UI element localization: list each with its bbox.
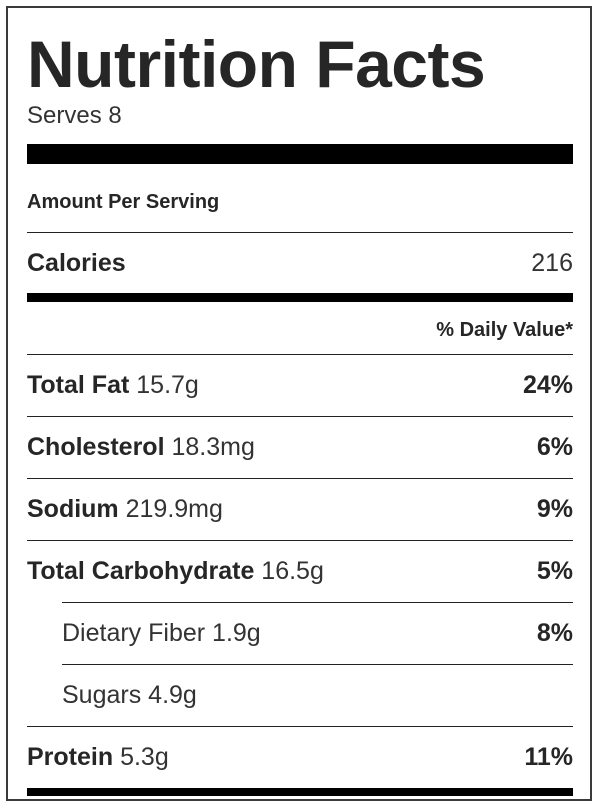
nutrient-daily-value: 24%	[522, 371, 573, 399]
nutrient-amount: 5.3g	[120, 743, 169, 771]
servings-count: Serves 8	[27, 102, 122, 129]
nutrient-amount: 4.9g	[148, 681, 197, 709]
nutrient-name: Sugars	[62, 681, 142, 709]
nutrient-daily-value: 8%	[536, 619, 573, 647]
nutrient-row-sugars: Sugars 4.9g	[62, 664, 573, 724]
nutrient-daily-value: 11%	[524, 743, 573, 771]
medium-divider	[27, 293, 573, 302]
nutrient-daily-value: 6%	[536, 433, 573, 461]
nutrient-name: Total Fat	[27, 371, 130, 399]
nutrient-name: Cholesterol	[27, 433, 165, 461]
calories-label: Calories	[27, 249, 126, 277]
thick-divider	[27, 144, 573, 164]
nutrient-amount: 16.5g	[261, 557, 324, 585]
nutrient-name: Sodium	[27, 495, 119, 523]
label-title: Nutrition Facts	[27, 27, 486, 101]
nutrient-row-sodium: Sodium 219.9mg 9%	[27, 478, 573, 538]
nutrient-amount: 15.7g	[136, 371, 199, 399]
bottom-divider	[27, 788, 573, 796]
nutrient-daily-value: 5%	[536, 557, 573, 585]
nutrient-name: Total Carbohydrate	[27, 557, 255, 585]
nutrient-daily-value: 9%	[536, 495, 573, 523]
daily-value-header: % Daily Value*	[436, 319, 573, 341]
nutrient-amount: 219.9mg	[125, 495, 223, 523]
nutrient-amount: 18.3mg	[171, 433, 255, 461]
daily-value-header-row: % Daily Value*	[27, 302, 573, 354]
amount-per-serving-heading: Amount Per Serving	[27, 191, 220, 213]
nutrient-amount: 1.9g	[212, 619, 261, 647]
nutrient-name: Dietary Fiber	[62, 619, 206, 647]
nutrient-row-cholesterol: Cholesterol 18.3mg 6%	[27, 416, 573, 476]
nutrient-row-dietary-fiber: Dietary Fiber 1.9g 8%	[62, 602, 573, 662]
calories-value: 216	[531, 249, 573, 277]
nutrient-row-total-carbohydrate: Total Carbohydrate 16.5g 5%	[27, 540, 573, 600]
nutrition-facts-label: Nutrition Facts Serves 8 Amount Per Serv…	[6, 6, 592, 801]
nutrient-row-protein: Protein 5.3g 11%	[27, 726, 573, 786]
calories-row: Calories 216	[27, 232, 573, 292]
label-content: Nutrition Facts Serves 8 Amount Per Serv…	[27, 8, 573, 799]
nutrient-name: Protein	[27, 743, 114, 771]
nutrient-row-total-fat: Total Fat 15.7g 24%	[27, 354, 573, 414]
